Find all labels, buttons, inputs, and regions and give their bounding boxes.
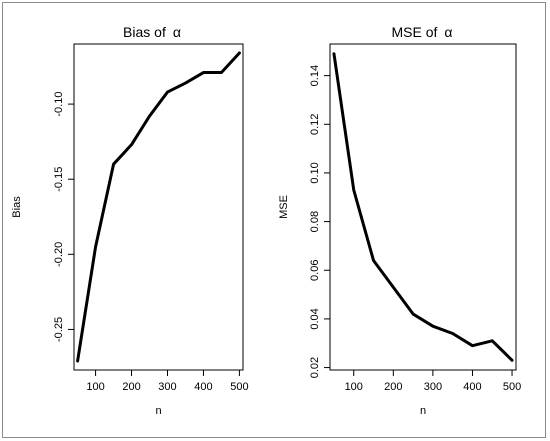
- y-tick-label: -0.25: [53, 317, 65, 342]
- data-point: [491, 339, 494, 343]
- y-tick-label: -0.15: [53, 167, 65, 192]
- y-tick-label: 0.10: [309, 162, 321, 183]
- y-tick-label: -0.10: [53, 92, 65, 117]
- data-point: [411, 312, 415, 316]
- x-tick-label: 100: [345, 381, 363, 393]
- y-tick-label: 0.08: [309, 211, 321, 232]
- x-tick-label: 400: [194, 381, 212, 393]
- x-tick-label: 500: [230, 381, 248, 393]
- data-point: [451, 332, 454, 335]
- x-axis-label: n: [155, 405, 161, 417]
- data-point: [220, 71, 223, 74]
- data-point: [76, 359, 79, 363]
- x-axis-label: n: [420, 405, 426, 417]
- data-point: [202, 71, 205, 74]
- chart-panel-2: MSE of α 100 200 300 400 500 0.02 0.04 0.06 0.08 0.…: [278, 24, 521, 417]
- x-tick-label: 400: [463, 381, 481, 393]
- data-point: [431, 325, 435, 328]
- data-point: [392, 286, 395, 289]
- chart-title-symbol: α: [173, 24, 181, 40]
- data-point: [112, 162, 115, 166]
- y-tick-label: 0.14: [309, 65, 321, 86]
- plot-box: [73, 43, 244, 371]
- data-point: [471, 344, 474, 347]
- y-tick-label: 0.04: [309, 308, 321, 329]
- chart-title: MSE of α: [392, 24, 453, 40]
- chart-panel-1: Bias of α 100 200 300 400 500 -0.25 -0.20 -0.15 -0…: [11, 24, 249, 417]
- x-tick-label: 300: [424, 381, 442, 393]
- y-tick-label: -0.20: [53, 242, 65, 267]
- x-tick-label: 300: [158, 381, 176, 393]
- x-tick-label: 200: [122, 381, 140, 393]
- x-tick-label: 100: [86, 381, 104, 393]
- data-point: [372, 259, 375, 262]
- data-point: [94, 245, 97, 249]
- y-axis-label: Bias: [11, 196, 23, 218]
- data-point: [238, 51, 241, 55]
- chart-title-symbol: α: [444, 24, 452, 40]
- data-point: [148, 114, 151, 118]
- series-line: [332, 52, 514, 362]
- data-point: [510, 359, 514, 362]
- data-point: [184, 81, 187, 85]
- y-tick-label: 0.12: [309, 114, 321, 135]
- data-point: [166, 90, 169, 94]
- chart-title-text: Bias of: [123, 24, 166, 40]
- figure-frame: [2, 2, 546, 438]
- data-point: [352, 188, 355, 192]
- x-tick-label: 200: [384, 381, 402, 393]
- y-tick-label: 0.06: [309, 260, 321, 281]
- data-point: [130, 143, 133, 146]
- y-tick-label: 0.02: [309, 357, 321, 378]
- chart-title-text: MSE of: [392, 24, 438, 40]
- y-axis-label: MSE: [278, 195, 290, 219]
- series-line: [76, 51, 241, 363]
- chart-title: Bias of α: [123, 24, 181, 40]
- data-point: [332, 52, 336, 55]
- x-tick-label: 500: [503, 381, 521, 393]
